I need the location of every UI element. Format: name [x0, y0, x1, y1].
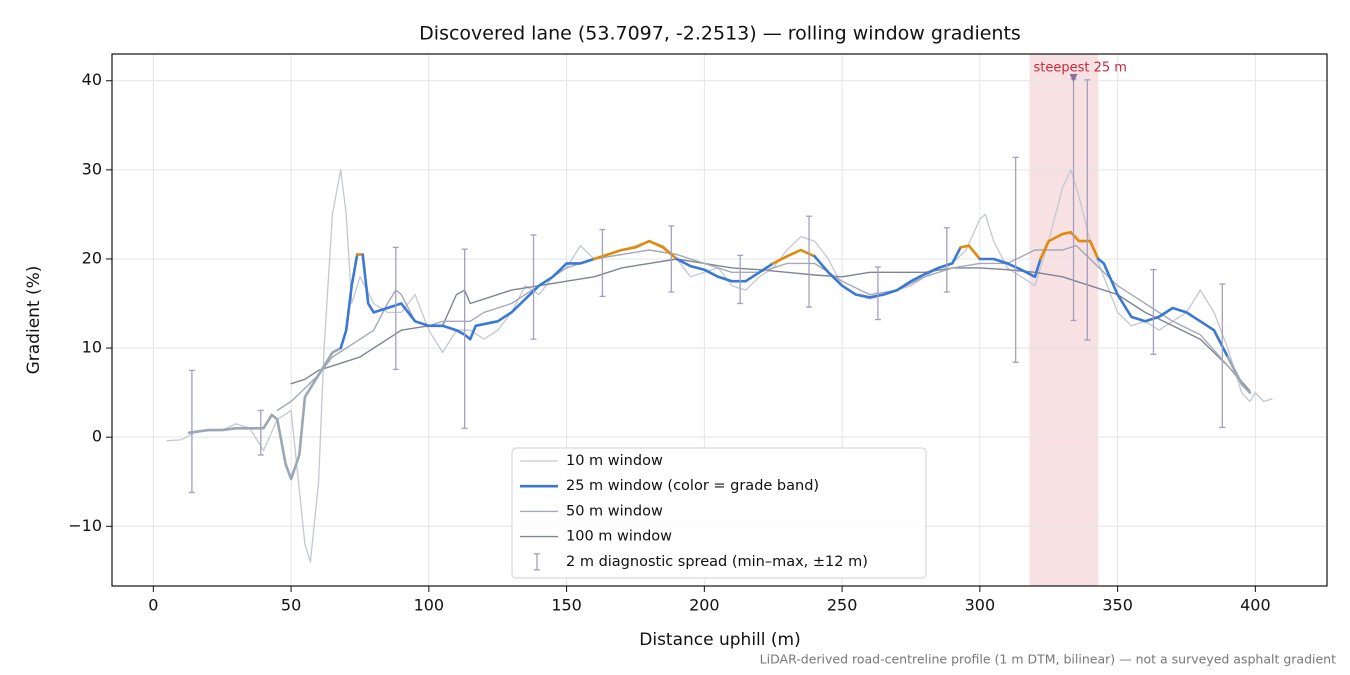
error-bar [668, 225, 675, 293]
x-tick-label: 50 [281, 596, 301, 615]
y-tick-label: 40 [82, 70, 102, 89]
annotation-marker [1069, 74, 1078, 83]
series-line [1039, 230, 1100, 261]
y-tick-label: 10 [82, 338, 102, 357]
error-bar [257, 409, 264, 456]
y-tick-label: 0 [92, 427, 102, 446]
series-line [959, 244, 982, 261]
series-line [339, 253, 359, 350]
legend-label: 50 m window [566, 503, 663, 519]
error-bar [1219, 283, 1226, 429]
series-line [187, 346, 342, 481]
plot-frame [111, 53, 1328, 587]
legend-box [511, 447, 927, 579]
annotation-text: steepest 25 m [1034, 61, 1127, 76]
y-tick-label: 20 [82, 248, 102, 267]
footnote: LiDAR-derived road-centreline profile (1… [760, 652, 1336, 667]
error-bar [599, 228, 606, 298]
error-bar [874, 266, 881, 321]
error-bar [737, 254, 744, 305]
series-line [813, 246, 962, 299]
x-tick-label: 0 [148, 596, 158, 615]
series-line [1226, 355, 1252, 394]
y-tick-label: 30 [82, 159, 102, 178]
legend-label: 2 m diagnostic spread (min–max, ±12 m) [566, 554, 868, 570]
y-axis-label: Gradient (%) [24, 266, 44, 375]
error-bar [530, 234, 537, 340]
series-line [675, 257, 775, 283]
series-line [592, 239, 679, 261]
x-axis-label: Distance uphill (m) [639, 630, 800, 650]
series-line [276, 244, 1251, 412]
x-tick-label: 200 [689, 596, 720, 615]
x-tick-label: 350 [1102, 596, 1133, 615]
legend-label: 100 m window [566, 529, 672, 545]
x-tick-label: 400 [1240, 596, 1271, 615]
error-bar [1150, 269, 1157, 355]
legend-label: 25 m window (color = grade band) [566, 478, 819, 494]
error-bar [943, 227, 950, 293]
x-tick-label: 150 [551, 596, 582, 615]
series-line [1097, 257, 1230, 359]
error-bar [1084, 79, 1091, 341]
series-line [361, 253, 596, 341]
series-line [978, 257, 1042, 279]
error-bar [392, 246, 399, 371]
y-tick-label: −10 [68, 516, 102, 535]
error-bar [1012, 156, 1019, 363]
chart-title: Discovered lane (53.7097, -2.2513) — rol… [419, 23, 1021, 45]
error-bar [461, 248, 468, 429]
error-bar [188, 369, 195, 494]
x-tick-label: 300 [965, 596, 996, 615]
x-tick-label: 250 [827, 596, 858, 615]
error-bar [806, 215, 813, 308]
series-line [771, 248, 816, 265]
legend-label: 10 m window [566, 453, 663, 469]
x-tick-label: 100 [414, 596, 445, 615]
highlight-span [1029, 54, 1099, 586]
plot-area: 0 50 100 150 200 250 300 350 400 −10 0 10 20 30 40 stee… [68, 53, 1328, 615]
